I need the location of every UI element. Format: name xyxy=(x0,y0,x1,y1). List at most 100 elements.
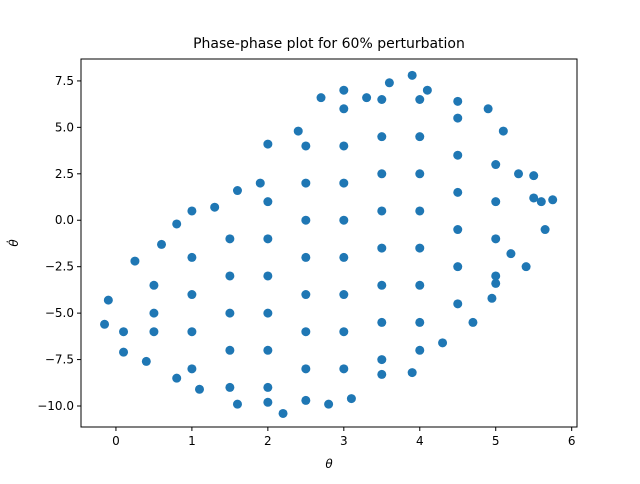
scatter-point xyxy=(119,347,129,357)
scatter-point xyxy=(149,327,159,337)
scatter-point xyxy=(232,186,242,196)
scatter-point xyxy=(438,338,448,348)
scatter-point xyxy=(453,150,463,160)
scatter-point xyxy=(415,280,425,290)
scatter-point xyxy=(415,206,425,216)
x-axis-label: θ xyxy=(325,457,333,471)
scatter-point xyxy=(339,85,349,95)
scatter-point xyxy=(187,206,197,216)
scatter-point xyxy=(119,327,129,337)
scatter-point xyxy=(301,327,311,337)
x-tick-label: 5 xyxy=(492,434,500,448)
chart-title: Phase-phase plot for 60% perturbation xyxy=(193,36,465,52)
scatter-point xyxy=(453,187,463,197)
scatter-point xyxy=(301,141,311,151)
x-tick-label: 3 xyxy=(340,434,348,448)
scatter-point xyxy=(491,271,501,281)
scatter-point xyxy=(377,317,387,327)
scatter-point xyxy=(453,225,463,235)
scatter-point xyxy=(157,239,167,249)
scatter-point xyxy=(548,195,558,205)
scatter-point xyxy=(521,262,531,272)
x-tick-label: 2 xyxy=(264,434,272,448)
scatter-point xyxy=(301,395,311,405)
scatter-point xyxy=(377,243,387,253)
scatter-point xyxy=(384,78,394,88)
scatter-point xyxy=(422,85,432,95)
scatter-point xyxy=(487,293,497,303)
scatter-point xyxy=(149,308,159,318)
scatter-point xyxy=(187,364,197,374)
scatter-point xyxy=(301,215,311,225)
scatter-point xyxy=(339,252,349,262)
y-tick-label: 7.5 xyxy=(55,74,74,88)
scatter-point xyxy=(491,160,501,170)
scatter-point xyxy=(491,234,501,244)
scatter-point xyxy=(225,234,235,244)
scatter-point xyxy=(453,262,463,272)
scatter-point xyxy=(187,327,197,337)
scatter-point xyxy=(187,252,197,262)
scatter-point xyxy=(377,94,387,104)
scatter-point xyxy=(130,256,140,266)
scatter-point xyxy=(536,197,546,207)
scatter-point xyxy=(514,169,524,179)
scatter-point xyxy=(453,299,463,309)
scatter-point xyxy=(498,126,508,136)
scatter-point xyxy=(491,278,501,288)
scatter-point xyxy=(187,290,197,300)
scatter-point xyxy=(263,234,273,244)
x-tick-label: 1 xyxy=(188,434,196,448)
scatter-point xyxy=(415,132,425,142)
scatter-point xyxy=(263,271,273,281)
scatter-point xyxy=(324,399,334,409)
x-tick-label: 0 xyxy=(112,434,120,448)
y-tick-label: −7.5 xyxy=(45,353,74,367)
scatter-point xyxy=(263,382,273,392)
scatter-point xyxy=(293,126,303,136)
scatter-point xyxy=(415,169,425,179)
scatter-point xyxy=(263,308,273,318)
scatter-point xyxy=(415,94,425,104)
scatter-point xyxy=(232,399,242,409)
y-tick-label: 0.0 xyxy=(55,213,74,227)
y-axis-label: θ̇ xyxy=(6,239,21,247)
scatter-point xyxy=(172,219,182,229)
scatter-point xyxy=(210,202,220,212)
scatter-point xyxy=(453,96,463,106)
scatter-point xyxy=(263,139,273,149)
scatter-point xyxy=(301,178,311,188)
scatter-point xyxy=(468,317,478,327)
scatter-point xyxy=(255,178,265,188)
scatter-point xyxy=(103,295,113,305)
scatter-point xyxy=(263,397,273,407)
scatter-point xyxy=(407,368,417,378)
scatter-point xyxy=(377,369,387,379)
scatter-point xyxy=(225,345,235,355)
scatter-point xyxy=(263,345,273,355)
scatter-point xyxy=(339,141,349,151)
scatter-point xyxy=(100,319,110,329)
plot-frame xyxy=(80,58,578,428)
scatter-point xyxy=(141,356,151,366)
scatter-point xyxy=(529,171,539,181)
scatter-point xyxy=(316,93,326,103)
scatter-point xyxy=(225,382,235,392)
scatter-point xyxy=(194,384,204,394)
scatter-point xyxy=(506,249,516,259)
scatter-point xyxy=(415,345,425,355)
scatter-point xyxy=(339,104,349,114)
scatter-point xyxy=(301,364,311,374)
scatter-point xyxy=(339,327,349,337)
scatter-point xyxy=(225,271,235,281)
scatter-point xyxy=(301,290,311,300)
scatter-point xyxy=(149,280,159,290)
x-tick-label: 4 xyxy=(416,434,424,448)
scatter-point xyxy=(491,197,501,207)
scatter-point xyxy=(415,243,425,253)
scatter-point xyxy=(377,132,387,142)
scatter-point xyxy=(301,252,311,262)
scatter-point xyxy=(377,169,387,179)
